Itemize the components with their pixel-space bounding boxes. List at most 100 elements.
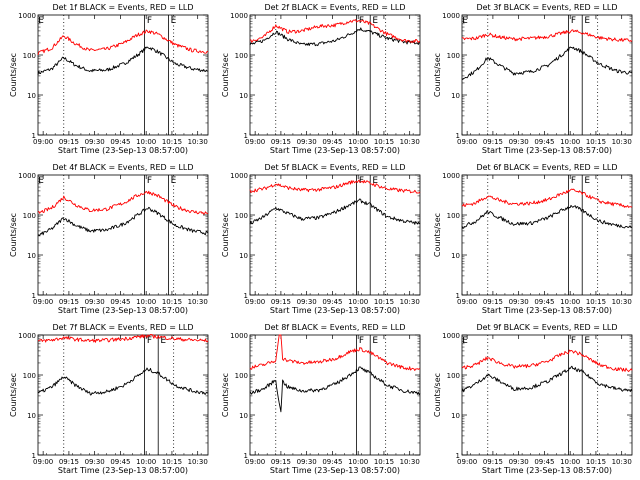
lld-series-line	[37, 190, 209, 215]
x-axis-label: Start Time (23-Sep-13 08:57:00)	[58, 146, 188, 155]
lld-series-line	[461, 349, 633, 373]
y-tick-label: 100	[447, 372, 460, 380]
lld-series-line	[249, 334, 421, 371]
plot-frame	[249, 14, 421, 136]
x-tick-label: 09:00	[33, 298, 53, 306]
y-tick-label: 1	[244, 292, 248, 300]
marker-label: F	[147, 176, 152, 186]
y-tick-label: 10	[451, 92, 460, 100]
x-tick-label: 09:00	[457, 298, 477, 306]
events-series-line	[461, 365, 633, 393]
detector-panel-8: Det 8f BLACK = Events, RED = LLD 1 10 100 10…	[221, 323, 421, 475]
panel-title: Det 1f BLACK = Events, RED = LLD	[52, 3, 193, 12]
y-tick-label: 100	[447, 52, 460, 60]
y-tick-label: 100	[235, 52, 248, 60]
plot-frame	[249, 174, 421, 296]
y-tick-label: 100	[23, 372, 36, 380]
x-tick-label: 09:45	[110, 138, 130, 146]
x-tick-label: 09:15	[271, 138, 291, 146]
marker-label: E	[38, 16, 44, 26]
events-series-line	[38, 206, 209, 236]
plot-frame	[249, 334, 421, 456]
detector-panel-3: Det 3f BLACK = Events, RED = LLD 1 10 100 10…	[433, 3, 633, 155]
detector-panel-5: Det 5f BLACK = Events, RED = LLD 1 10 100 10…	[221, 163, 421, 315]
x-tick-label: 10:30	[612, 298, 632, 306]
y-tick-label: 1	[456, 452, 460, 460]
y-tick-label: 1	[244, 132, 248, 140]
x-tick-label: 09:30	[85, 458, 105, 466]
y-tick-label: 10	[27, 92, 36, 100]
x-tick-label: 09:45	[110, 298, 130, 306]
x-tick-label: 10:00	[348, 138, 368, 146]
x-tick-label: 09:45	[110, 458, 130, 466]
marker-label: E	[160, 336, 166, 346]
marker-label: E	[372, 16, 378, 26]
marker-label: E	[462, 16, 468, 26]
x-tick-label: 10:00	[136, 138, 156, 146]
x-tick-label: 09:45	[534, 298, 554, 306]
y-axis-label: Counts/sec	[221, 53, 230, 97]
x-tick-label: 10:00	[560, 138, 580, 146]
y-tick-label: 10	[239, 412, 248, 420]
x-tick-label: 09:00	[245, 138, 265, 146]
y-tick-label: 10	[451, 252, 460, 260]
panel-title: Det 8f BLACK = Events, RED = LLD	[264, 323, 405, 332]
x-tick-label: 09:45	[322, 138, 342, 146]
x-tick-label: 10:15	[162, 298, 182, 306]
x-tick-label: 10:15	[374, 458, 394, 466]
y-tick-label: 1000	[230, 172, 248, 180]
x-tick-label: 10:00	[136, 458, 156, 466]
y-tick-label: 100	[235, 372, 248, 380]
marker-label: E	[171, 16, 177, 26]
detector-panel-4: Det 4f BLACK = Events, RED = LLD 1 10 100 10…	[9, 163, 209, 315]
marker-label: E	[38, 176, 44, 186]
y-axis-label: Counts/sec	[9, 373, 18, 417]
x-tick-label: 10:30	[400, 298, 420, 306]
x-tick-label: 09:00	[33, 138, 53, 146]
y-tick-label: 1000	[442, 12, 460, 20]
detector-panel-2: Det 2f BLACK = Events, RED = LLD 1 10 100 10…	[221, 3, 421, 155]
x-tick-label: 10:30	[188, 458, 208, 466]
y-axis-label: Counts/sec	[433, 373, 442, 417]
x-tick-label: 10:15	[586, 458, 606, 466]
detector-panel-6: Det 6f BLACK = Events, RED = LLD 1 10 100 10…	[433, 163, 633, 315]
y-tick-label: 1	[32, 452, 36, 460]
plot-frame	[461, 174, 633, 296]
x-tick-label: 10:00	[348, 298, 368, 306]
marker-label: E	[372, 336, 378, 346]
y-tick-label: 1000	[230, 332, 248, 340]
x-tick-label: 09:30	[509, 298, 529, 306]
y-tick-label: 1000	[442, 332, 460, 340]
x-tick-label: 09:30	[297, 138, 317, 146]
lld-series-line	[37, 333, 209, 343]
plot-frame	[37, 334, 209, 456]
x-tick-label: 09:45	[322, 458, 342, 466]
detector-panel-7: Det 7f BLACK = Events, RED = LLD 1 10 100 10…	[9, 323, 209, 475]
y-tick-label: 1000	[18, 332, 36, 340]
detector-panel-1: Det 1f BLACK = Events, RED = LLD 1 10 100 10…	[9, 3, 209, 155]
x-tick-label: 10:15	[374, 138, 394, 146]
y-tick-label: 1000	[18, 172, 36, 180]
detector-panel-9: Det 9f BLACK = Events, RED = LLD 1 10 100 10…	[433, 323, 633, 475]
x-axis-label: Start Time (23-Sep-13 08:57:00)	[58, 466, 188, 475]
x-tick-label: 10:15	[374, 298, 394, 306]
y-tick-label: 100	[23, 212, 36, 220]
marker-label: E	[171, 176, 177, 186]
events-series-line	[461, 46, 633, 80]
x-tick-label: 09:30	[297, 298, 317, 306]
panel-title: Det 6f BLACK = Events, RED = LLD	[476, 163, 617, 172]
y-tick-label: 10	[27, 252, 36, 260]
marker-label: F	[147, 336, 152, 346]
x-tick-label: 09:15	[483, 298, 503, 306]
marker-label: F	[571, 176, 576, 186]
x-axis-label: Start Time (23-Sep-13 08:57:00)	[270, 466, 400, 475]
x-tick-label: 10:15	[586, 138, 606, 146]
events-series-line	[249, 198, 421, 225]
x-tick-label: 09:00	[245, 458, 265, 466]
marker-label: E	[372, 176, 378, 186]
x-axis-label: Start Time (23-Sep-13 08:57:00)	[270, 146, 400, 155]
y-tick-label: 10	[239, 252, 248, 260]
events-series-line	[249, 27, 421, 47]
x-tick-label: 10:15	[162, 138, 182, 146]
